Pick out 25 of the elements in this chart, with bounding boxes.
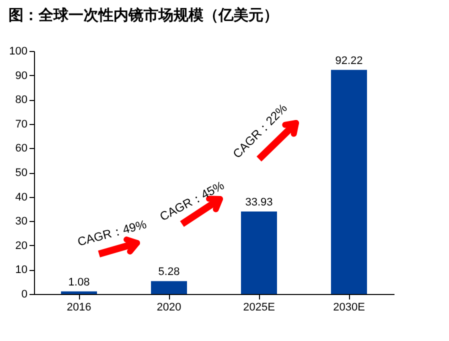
y-tick-label: 50 [15,167,28,179]
y-tick-label: 0 [21,288,28,300]
bar [241,212,277,294]
y-tick-label: 70 [15,118,28,130]
bar [331,70,367,294]
y-tick-label: 90 [15,70,28,82]
bar [61,291,97,294]
y-tick-label: 30 [15,216,28,228]
y-tick-label: 20 [15,240,28,252]
y-tick-label: 40 [15,191,28,204]
y-tick-label: 60 [15,142,28,155]
x-tick-label: 2016 [66,302,92,314]
x-tick-label: 2025E [243,302,275,314]
bar [151,281,187,294]
data-label: 5.28 [158,266,180,278]
x-tick-label: 2030E [333,302,365,314]
data-label: 92.22 [335,54,363,67]
y-tick-label: 80 [15,94,28,106]
data-label: 33.93 [245,196,273,209]
y-tick-label: 100 [9,46,28,58]
x-tick-label: 2020 [156,302,182,314]
y-tick-label: 10 [15,264,28,276]
data-label: 1.08 [68,276,90,288]
annotation: CAGR：49% [76,217,148,249]
chart-title: 图：全球一次性内镜市场规模（亿美元） [8,6,279,24]
